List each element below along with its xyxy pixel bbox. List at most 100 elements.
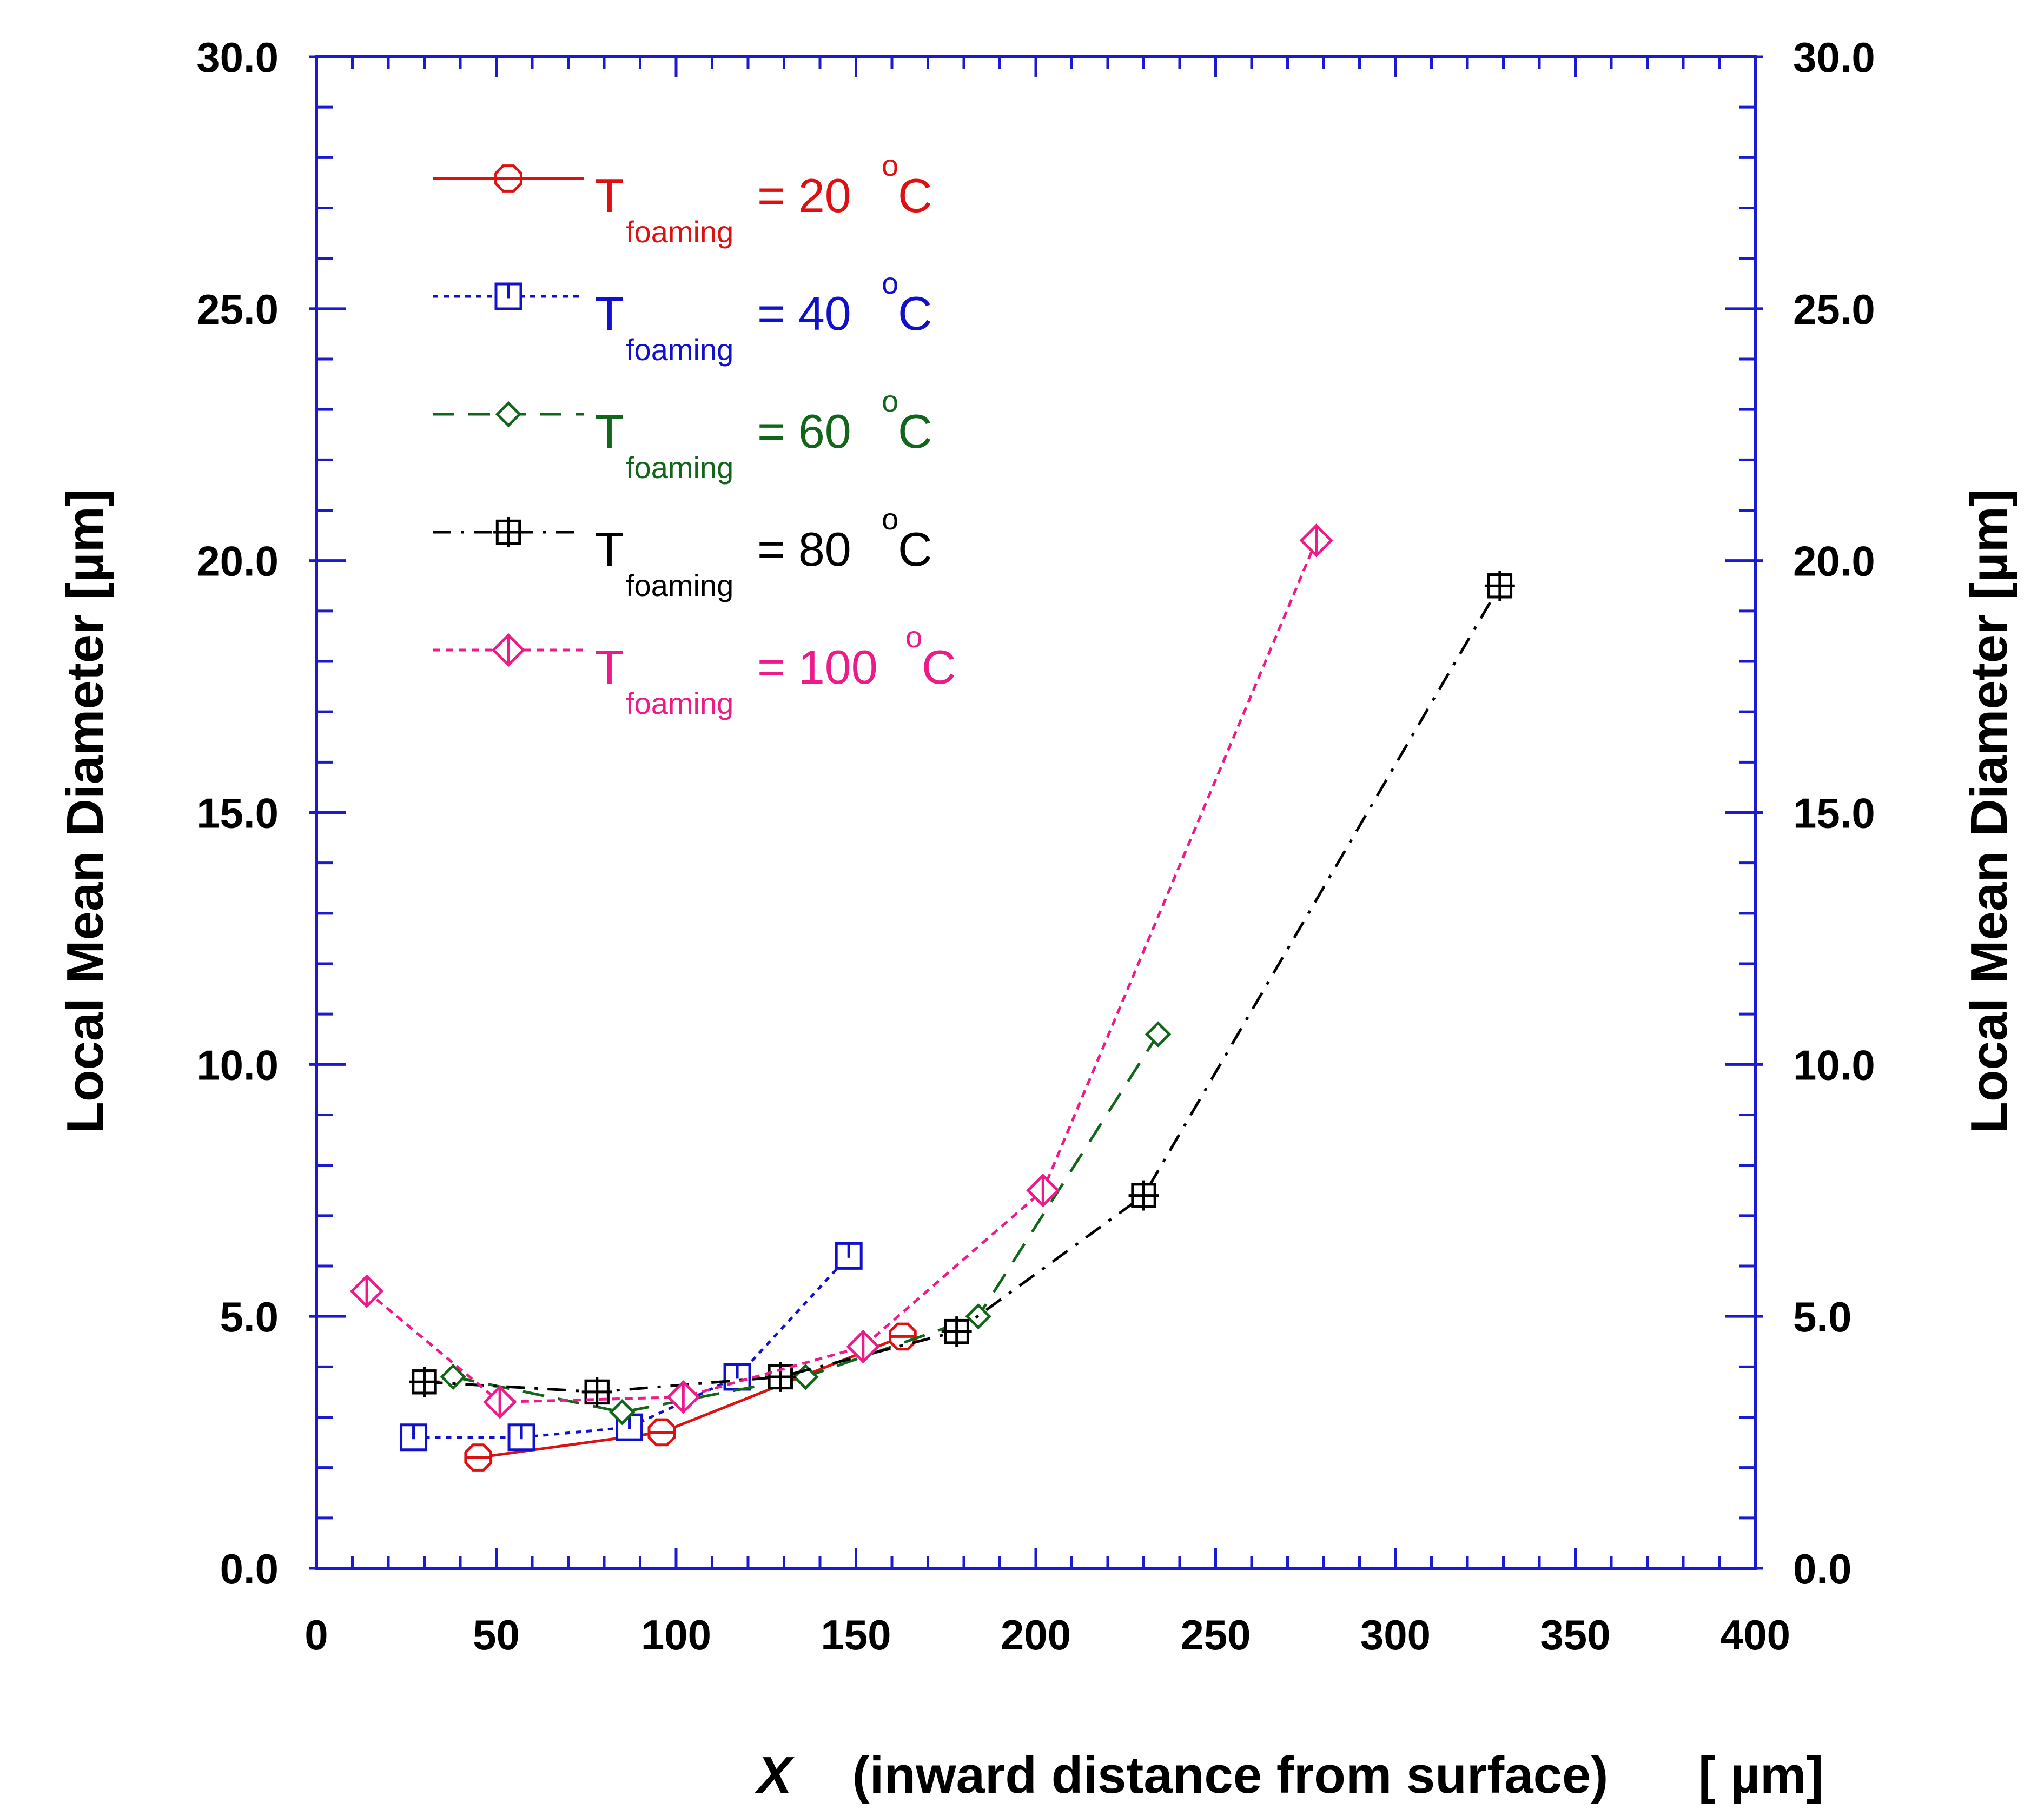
legend-label-unit: C: [898, 287, 932, 340]
y-tick-label-left: 5.0: [220, 1293, 279, 1341]
data-point: [889, 1322, 917, 1351]
legend-label-value: = 40: [757, 287, 851, 340]
legend-label-degree: o: [882, 502, 898, 536]
legend-swatch-marker: [493, 517, 524, 547]
legend-label-sub: foaming: [626, 686, 733, 720]
legend-label-unit: C: [898, 405, 932, 458]
data-point: [941, 1316, 972, 1347]
data-point: [440, 1363, 466, 1390]
y-tick-label-right: 25.0: [1793, 286, 1875, 333]
data-point: [400, 1423, 428, 1452]
y-tick-label-right: 10.0: [1793, 1041, 1875, 1089]
legend-label-sub: foaming: [626, 450, 733, 485]
legend-label-degree: o: [882, 266, 898, 300]
data-point: [1026, 1174, 1060, 1208]
x-tick-label: 250: [1180, 1611, 1251, 1659]
legend-label-unit: C: [898, 169, 932, 222]
data-point: [483, 1385, 517, 1419]
y-axis-title-left: Local Mean Diameter [µm]: [56, 489, 114, 1134]
marker-diamond: [609, 1399, 636, 1426]
legend-swatch-marker: [494, 282, 522, 310]
y-tick-label-right: 20.0: [1793, 538, 1875, 585]
y-tick-label-left: 15.0: [196, 790, 279, 837]
y-tick-label-left: 20.0: [196, 538, 279, 585]
legend-label-degree: o: [882, 384, 898, 418]
series-line: [424, 585, 1501, 1394]
data-point: [1484, 571, 1515, 601]
legend-swatch-marker: [495, 401, 522, 428]
x-tick-label: 0: [305, 1611, 328, 1659]
series-0: [464, 1322, 917, 1472]
marker-diamond: [1145, 1021, 1172, 1048]
legend-label-unit: C: [922, 640, 956, 694]
y-tick-label-right: 5.0: [1793, 1293, 1851, 1341]
series-line: [413, 1255, 850, 1439]
legend-label-degree: o: [882, 148, 898, 182]
series-line: [366, 540, 1318, 1404]
x-tick-label: 50: [473, 1611, 520, 1659]
data-point: [666, 1380, 700, 1414]
x-axis-unit: [ µm]: [1698, 1746, 1823, 1804]
data-point: [1128, 1180, 1159, 1211]
data-point: [647, 1418, 676, 1447]
x-tick-label: 200: [1001, 1611, 1071, 1659]
legend-label-t: T: [595, 405, 624, 458]
legend-label-degree: o: [905, 620, 922, 654]
legend-label-sub: foaming: [626, 568, 733, 602]
x-axis-symbol: X: [755, 1746, 795, 1804]
data-point: [846, 1329, 880, 1364]
legend-label-unit: C: [898, 522, 932, 576]
series-1: [400, 1242, 863, 1452]
legend-label-sub: foaming: [626, 215, 733, 249]
y-tick-label-left: 10.0: [196, 1041, 279, 1089]
data-point: [349, 1274, 384, 1308]
y-axis-title-right: Local Mean Diameter [µm]: [1960, 489, 2018, 1134]
y-tick-label-left: 0.0: [220, 1545, 279, 1593]
x-tick-label: 150: [821, 1611, 891, 1659]
legend-label-t: T: [595, 287, 624, 340]
y-tick-label-left: 25.0: [196, 286, 279, 333]
x-tick-label: 100: [641, 1611, 711, 1659]
legend-label-value: = 20: [757, 169, 851, 222]
x-tick-label: 400: [1720, 1611, 1790, 1659]
x-tick-label: 350: [1540, 1611, 1610, 1659]
plot-frame: [315, 55, 1757, 1570]
data-point: [835, 1242, 863, 1270]
data-point: [409, 1367, 440, 1397]
series-layer: [349, 523, 1515, 1472]
legend-label-value: = 100: [757, 640, 878, 694]
legend-swatch-marker: [491, 633, 526, 667]
x-tick-label: 300: [1360, 1611, 1431, 1659]
legend-label-t: T: [595, 522, 624, 576]
legend-label-value: = 60: [757, 405, 851, 458]
series-4: [349, 523, 1333, 1419]
series-3: [409, 571, 1515, 1407]
data-point: [609, 1399, 636, 1426]
legend-label-sub: foaming: [626, 333, 733, 367]
legend-swatch-marker: [494, 164, 522, 193]
marker-diamond: [495, 401, 522, 428]
axis-ticks: [309, 55, 1763, 1570]
y-tick-label-right: 30.0: [1793, 34, 1875, 81]
data-point: [581, 1376, 612, 1407]
plot-border: [315, 55, 1757, 1570]
data-point: [507, 1423, 535, 1452]
legend-label-t: T: [595, 640, 624, 694]
legend-label-value: = 80: [757, 522, 851, 576]
x-axis-title: X (inward distance from surface) [ µm]: [755, 1746, 1823, 1804]
data-point: [464, 1443, 493, 1472]
y-tick-label-right: 15.0: [1793, 790, 1875, 837]
y-tick-label-right: 0.0: [1793, 1545, 1851, 1593]
data-point: [1299, 523, 1333, 558]
series-line: [453, 1033, 1160, 1414]
marker-diamond: [440, 1363, 466, 1390]
